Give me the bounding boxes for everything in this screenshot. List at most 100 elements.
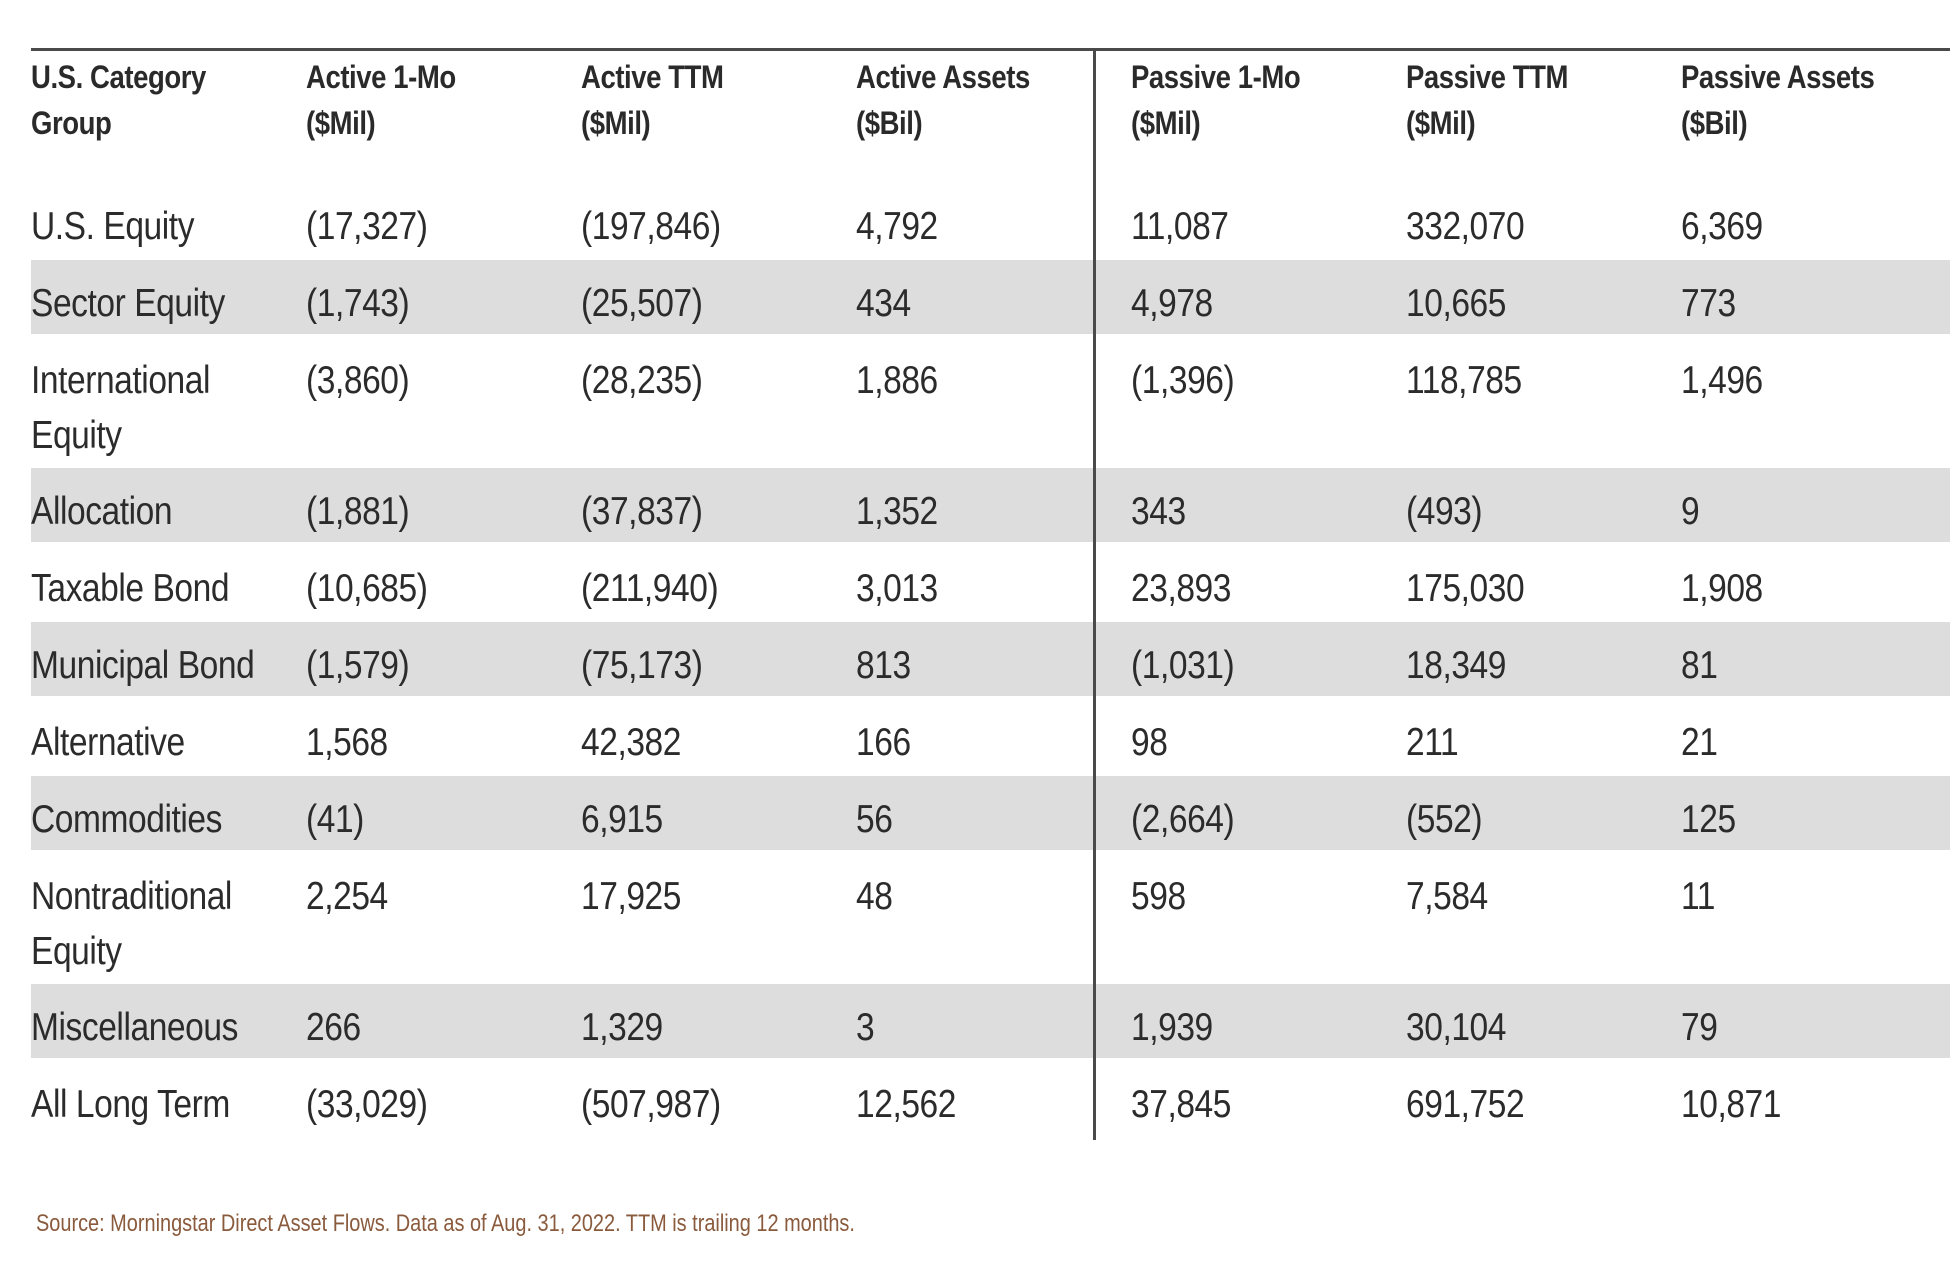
cell-active-1mo: (10,685) [306, 567, 428, 610]
cell-passive-ttm: (552) [1406, 798, 1483, 841]
cell-active-1mo: (1,743) [306, 282, 410, 325]
table-row: Commodities (41) 6,915 56 (2,664) (552) 125 [31, 776, 1950, 853]
cell-active-1mo: 1,568 [306, 721, 388, 764]
cell-category: All Long Term [31, 1083, 230, 1126]
cell-active-assets: 56 [856, 798, 893, 841]
table-row: International Equity (3,860) (28,235) 1,886… [31, 337, 1950, 468]
cell-active-ttm: (197,846) [581, 205, 721, 248]
column-header-passive-assets: Passive Assets ($Bil) [1681, 51, 1939, 183]
cell-active-ttm: (211,940) [581, 567, 719, 610]
cell-passive-ttm: 691,752 [1406, 1083, 1525, 1126]
column-header-line: ($Bil) [1681, 105, 1748, 141]
cell-category: Municipal Bond [31, 644, 255, 687]
column-header-line: ($Mil) [1406, 105, 1476, 141]
cell-active-assets: 1,886 [856, 359, 938, 402]
cell-active-ttm: (75,173) [581, 644, 703, 687]
cell-passive-assets: 81 [1681, 644, 1718, 687]
cell-passive-1mo: 598 [1131, 875, 1186, 918]
cell-passive-ttm: 118,785 [1406, 359, 1522, 402]
cell-active-1mo: 2,254 [306, 875, 388, 918]
column-header-line: ($Mil) [581, 105, 651, 141]
column-header-line: Active Assets [856, 59, 1030, 95]
table-row: Taxable Bond (10,685) (211,940) 3,013 23,893… [31, 545, 1950, 622]
cell-active-assets: 813 [856, 644, 911, 687]
column-header-active-assets: Active Assets ($Bil) [856, 51, 1114, 183]
cell-passive-1mo: 343 [1131, 490, 1186, 533]
cell-passive-assets: 1,908 [1681, 567, 1763, 610]
column-header-line: Passive Assets [1681, 59, 1875, 95]
cell-active-ttm: 6,915 [581, 798, 663, 841]
cell-category: U.S. Equity [31, 205, 195, 248]
cell-active-1mo: (33,029) [306, 1083, 428, 1126]
cell-category: International Equity [31, 359, 211, 457]
cell-active-1mo: (3,860) [306, 359, 410, 402]
column-header-passive-1mo: Passive 1-Mo ($Mil) [1131, 51, 1389, 183]
cell-active-ttm: 1,329 [581, 1006, 663, 1049]
cell-passive-assets: 9 [1681, 490, 1700, 533]
cell-passive-ttm: 18,349 [1406, 644, 1507, 687]
cell-active-ttm: (25,507) [581, 282, 703, 325]
cell-passive-assets: 21 [1681, 721, 1718, 764]
cell-active-ttm: 42,382 [581, 721, 682, 764]
cell-passive-1mo: 37,845 [1131, 1083, 1232, 1126]
cell-active-1mo: (1,579) [306, 644, 410, 687]
column-header-line: ($Mil) [306, 105, 376, 141]
cell-passive-ttm: 7,584 [1406, 875, 1488, 918]
cell-passive-ttm: 10,665 [1406, 282, 1507, 325]
cell-active-assets: 48 [856, 875, 893, 918]
cell-active-1mo: 266 [306, 1006, 361, 1049]
cell-active-assets: 12,562 [856, 1083, 957, 1126]
cell-passive-1mo: 23,893 [1131, 567, 1232, 610]
table-body: U.S. Equity (17,327) (197,846) 4,792 11,087 3… [31, 183, 1950, 1138]
cell-active-assets: 4,792 [856, 205, 938, 248]
cell-passive-1mo: 11,087 [1131, 205, 1229, 248]
cell-passive-assets: 6,369 [1681, 205, 1763, 248]
cell-category: Alternative [31, 721, 185, 764]
cell-category: Nontraditional Equity [31, 875, 232, 973]
cell-passive-1mo: (1,396) [1131, 359, 1235, 402]
column-header-line: ($Bil) [856, 105, 923, 141]
column-header-line: Active TTM [581, 59, 724, 95]
column-header-line: U.S. Category [31, 59, 206, 95]
table-row: U.S. Equity (17,327) (197,846) 4,792 11,087 3… [31, 183, 1950, 260]
cell-category: Taxable Bond [31, 567, 230, 610]
cell-active-ttm: (37,837) [581, 490, 703, 533]
cell-passive-assets: 125 [1681, 798, 1736, 841]
cell-passive-1mo: (1,031) [1131, 644, 1235, 687]
table-row: Alternative 1,568 42,382 166 98 211 21 [31, 699, 1950, 776]
cell-active-assets: 434 [856, 282, 911, 325]
cell-passive-ttm: 211 [1406, 721, 1459, 764]
cell-passive-assets: 773 [1681, 282, 1736, 325]
cell-passive-ttm: 30,104 [1406, 1006, 1507, 1049]
cell-category: Miscellaneous [31, 1006, 238, 1049]
cell-active-ttm: 17,925 [581, 875, 682, 918]
cell-passive-assets: 79 [1681, 1006, 1718, 1049]
cell-active-1mo: (41) [306, 798, 364, 841]
cell-active-assets: 3 [856, 1006, 875, 1049]
cell-active-1mo: (17,327) [306, 205, 428, 248]
table-row: Sector Equity (1,743) (25,507) 434 4,978 10,6… [31, 260, 1950, 337]
cell-active-assets: 1,352 [856, 490, 938, 533]
column-header-line: Group [31, 105, 112, 141]
column-header-line: Active 1-Mo [306, 59, 456, 95]
cell-active-ttm: (507,987) [581, 1083, 721, 1126]
table-row: Miscellaneous 266 1,329 3 1,939 30,104 79 [31, 984, 1950, 1061]
source-note: Source: Morningstar Direct Asset Flows. … [36, 1210, 855, 1237]
cell-active-assets: 166 [856, 721, 911, 764]
cell-passive-ttm: (493) [1406, 490, 1483, 533]
cell-passive-assets: 10,871 [1681, 1083, 1782, 1126]
cell-passive-assets: 11 [1681, 875, 1715, 918]
column-header-passive-ttm: Passive TTM ($Mil) [1406, 51, 1664, 183]
cell-passive-1mo: 4,978 [1131, 282, 1213, 325]
column-header-line: ($Mil) [1131, 105, 1201, 141]
cell-category: Sector Equity [31, 282, 225, 325]
column-header-line: Passive TTM [1406, 59, 1568, 95]
table-row: Nontraditional Equity 2,254 17,925 48 598 7,5… [31, 853, 1950, 984]
cell-active-1mo: (1,881) [306, 490, 410, 533]
cell-passive-assets: 1,496 [1681, 359, 1763, 402]
column-header-category: U.S. Category Group [31, 51, 289, 183]
cell-passive-1mo: 1,939 [1131, 1006, 1213, 1049]
cell-active-ttm: (28,235) [581, 359, 703, 402]
cell-passive-1mo: 98 [1131, 721, 1168, 764]
column-header-line: Passive 1-Mo [1131, 59, 1301, 95]
